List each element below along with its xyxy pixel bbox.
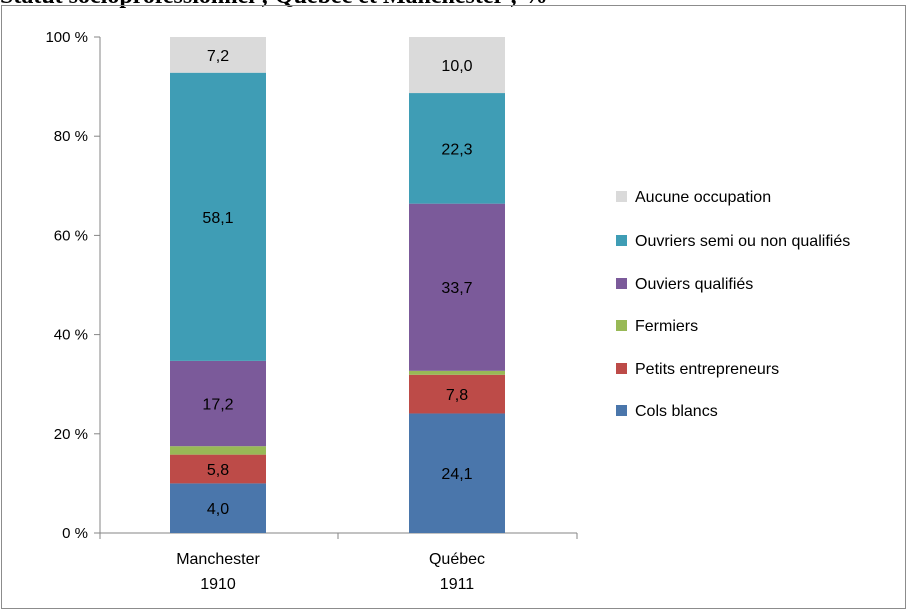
axes: 0 % 20 % 40 % 60 % 80 % 100 % bbox=[45, 29, 578, 542]
data-label: 5,8 bbox=[207, 462, 229, 479]
legend-swatch bbox=[616, 191, 627, 202]
chart-frame bbox=[1, 5, 906, 609]
data-label: 58,1 bbox=[202, 210, 233, 227]
bar-segment bbox=[409, 413, 505, 533]
y-tick-label: 20 % bbox=[54, 426, 88, 443]
bar-segment bbox=[409, 374, 505, 414]
legend-swatch bbox=[616, 405, 627, 416]
data-label: 17,2 bbox=[202, 397, 233, 414]
legend-label: Fermiers bbox=[635, 318, 698, 335]
value-labels: 4,0 5,8 17,2 58,1 7,2 24,1 7,8 33,7 22,3 10,0 bbox=[202, 48, 472, 518]
legend-swatch bbox=[616, 235, 627, 246]
bars bbox=[170, 37, 505, 533]
x-axis-labels: Manchester 1910 Québec 1911 bbox=[176, 551, 485, 593]
bar-segment bbox=[170, 72, 266, 361]
x-category-year: 1911 bbox=[440, 576, 475, 593]
data-label: 7,2 bbox=[207, 48, 229, 65]
bar-segment bbox=[409, 37, 505, 94]
legend-label: Ouviers qualifiés bbox=[635, 276, 753, 293]
y-tick-label: 40 % bbox=[54, 327, 88, 344]
bar-segment bbox=[170, 360, 266, 447]
bar-segment bbox=[409, 203, 505, 371]
x-category-year: 1910 bbox=[200, 576, 236, 593]
legend-label: Cols blancs bbox=[635, 403, 718, 420]
chart-title: Statut socioprofessionnel ; Québec et Ma… bbox=[0, 0, 909, 10]
data-label: 24,1 bbox=[441, 466, 472, 483]
y-tick-label: 80 % bbox=[54, 128, 88, 145]
legend-swatch bbox=[616, 320, 627, 331]
y-tick-label: 100 % bbox=[45, 29, 88, 46]
bar-segment bbox=[409, 370, 505, 375]
bar-segment bbox=[409, 93, 505, 204]
legend: Aucune occupation Ouvriers semi ou non qu… bbox=[616, 189, 850, 420]
legend-swatch bbox=[616, 278, 627, 289]
y-tick-label: 60 % bbox=[54, 227, 88, 244]
bar-segment bbox=[170, 483, 266, 533]
x-category-label: Québec bbox=[429, 551, 485, 568]
y-tick-label: 0 % bbox=[62, 525, 88, 542]
legend-label: Petits entrepreneurs bbox=[635, 361, 779, 378]
x-category-label: Manchester bbox=[176, 551, 260, 568]
data-label: 10,0 bbox=[441, 58, 472, 75]
data-label: 4,0 bbox=[207, 501, 229, 518]
legend-label: Aucune occupation bbox=[635, 189, 771, 206]
bar-segment bbox=[170, 37, 266, 73]
legend-swatch bbox=[616, 363, 627, 374]
bar-segment bbox=[170, 454, 266, 484]
data-label: 7,8 bbox=[446, 387, 468, 404]
data-label: 33,7 bbox=[441, 280, 472, 297]
bar-segment bbox=[170, 446, 266, 455]
legend-label: Ouvriers semi ou non qualifiés bbox=[635, 233, 850, 250]
data-label: 22,3 bbox=[441, 141, 472, 158]
